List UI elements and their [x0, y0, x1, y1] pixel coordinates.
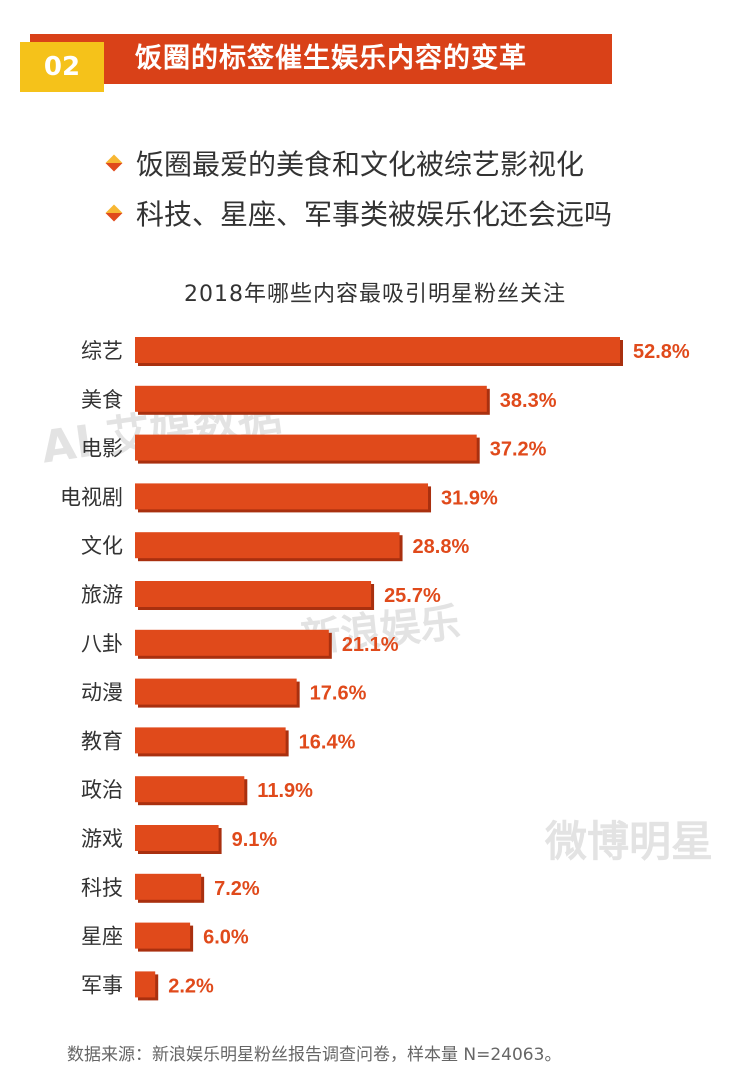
category-label: 旅游	[81, 583, 123, 607]
category-label: 军事	[81, 973, 123, 997]
section-header: 02 饭圈的标签催生娱乐内容的变革	[20, 34, 612, 92]
category-label: 星座	[81, 925, 123, 949]
bullet-item: 饭圈最爱的美食和文化被综艺影视化	[105, 138, 612, 188]
category-label: 美食	[81, 388, 123, 412]
value-label: 52.8%	[633, 341, 690, 363]
category-label: 教育	[81, 729, 123, 753]
value-label: 21.1%	[342, 634, 399, 656]
bar	[135, 873, 202, 900]
category-label: 综艺	[81, 339, 123, 363]
value-label: 28.8%	[413, 536, 470, 558]
bar	[135, 532, 400, 559]
category-label: 政治	[81, 778, 123, 802]
value-label: 11.9%	[257, 780, 313, 802]
bar	[135, 678, 297, 705]
category-label: 文化	[81, 534, 123, 558]
bullet-list: 饭圈最爱的美食和文化被综艺影视化 科技、星座、军事类被娱乐化还会远吗	[105, 138, 613, 238]
header-background	[30, 34, 612, 84]
bar	[135, 337, 620, 363]
bullet-text: 科技、星座、军事类被娱乐化还会远吗	[136, 198, 613, 231]
bar	[135, 776, 245, 803]
chart-title: 2018年哪些内容最吸引明星粉丝关注	[184, 282, 566, 307]
bullet-item: 科技、星座、军事类被娱乐化还会远吗	[105, 188, 613, 238]
category-label: 科技	[81, 876, 123, 900]
category-label: 游戏	[81, 827, 123, 851]
bar	[135, 581, 372, 607]
value-label: 37.2%	[490, 439, 547, 461]
bar	[135, 971, 156, 998]
bar	[135, 385, 487, 412]
section-number: 02	[20, 42, 104, 92]
bar	[135, 483, 429, 510]
value-label: 31.9%	[441, 487, 498, 509]
bar	[135, 727, 286, 754]
value-label: 25.7%	[384, 585, 441, 607]
category-label: 八卦	[81, 632, 123, 656]
value-label: 7.2%	[214, 878, 260, 900]
value-label: 6.0%	[203, 927, 249, 949]
bar	[135, 922, 191, 949]
bar	[135, 629, 329, 656]
data-source-note: 数据来源：新浪娱乐明星粉丝报告调查问卷，样本量 N=24063。	[67, 1045, 562, 1065]
value-label: 38.3%	[500, 390, 557, 412]
category-label: 动漫	[81, 681, 123, 705]
value-label: 16.4%	[299, 731, 356, 753]
category-label: 电影	[81, 437, 123, 461]
value-label: 17.6%	[310, 683, 367, 705]
bullet-text: 饭圈最爱的美食和文化被综艺影视化	[136, 148, 585, 181]
bar	[135, 825, 219, 851]
category-label: 电视剧	[60, 485, 123, 509]
value-label: 2.2%	[168, 975, 214, 997]
section-title: 饭圈的标签催生娱乐内容的变革	[135, 43, 527, 74]
bar-chart: 综艺 52.8% 美食 38.3% 电影 37.2% 电视剧 31.9% 文化 28.8% 旅游 25…	[60, 337, 690, 1001]
value-label: 9.1%	[232, 829, 278, 851]
bar	[135, 434, 477, 461]
